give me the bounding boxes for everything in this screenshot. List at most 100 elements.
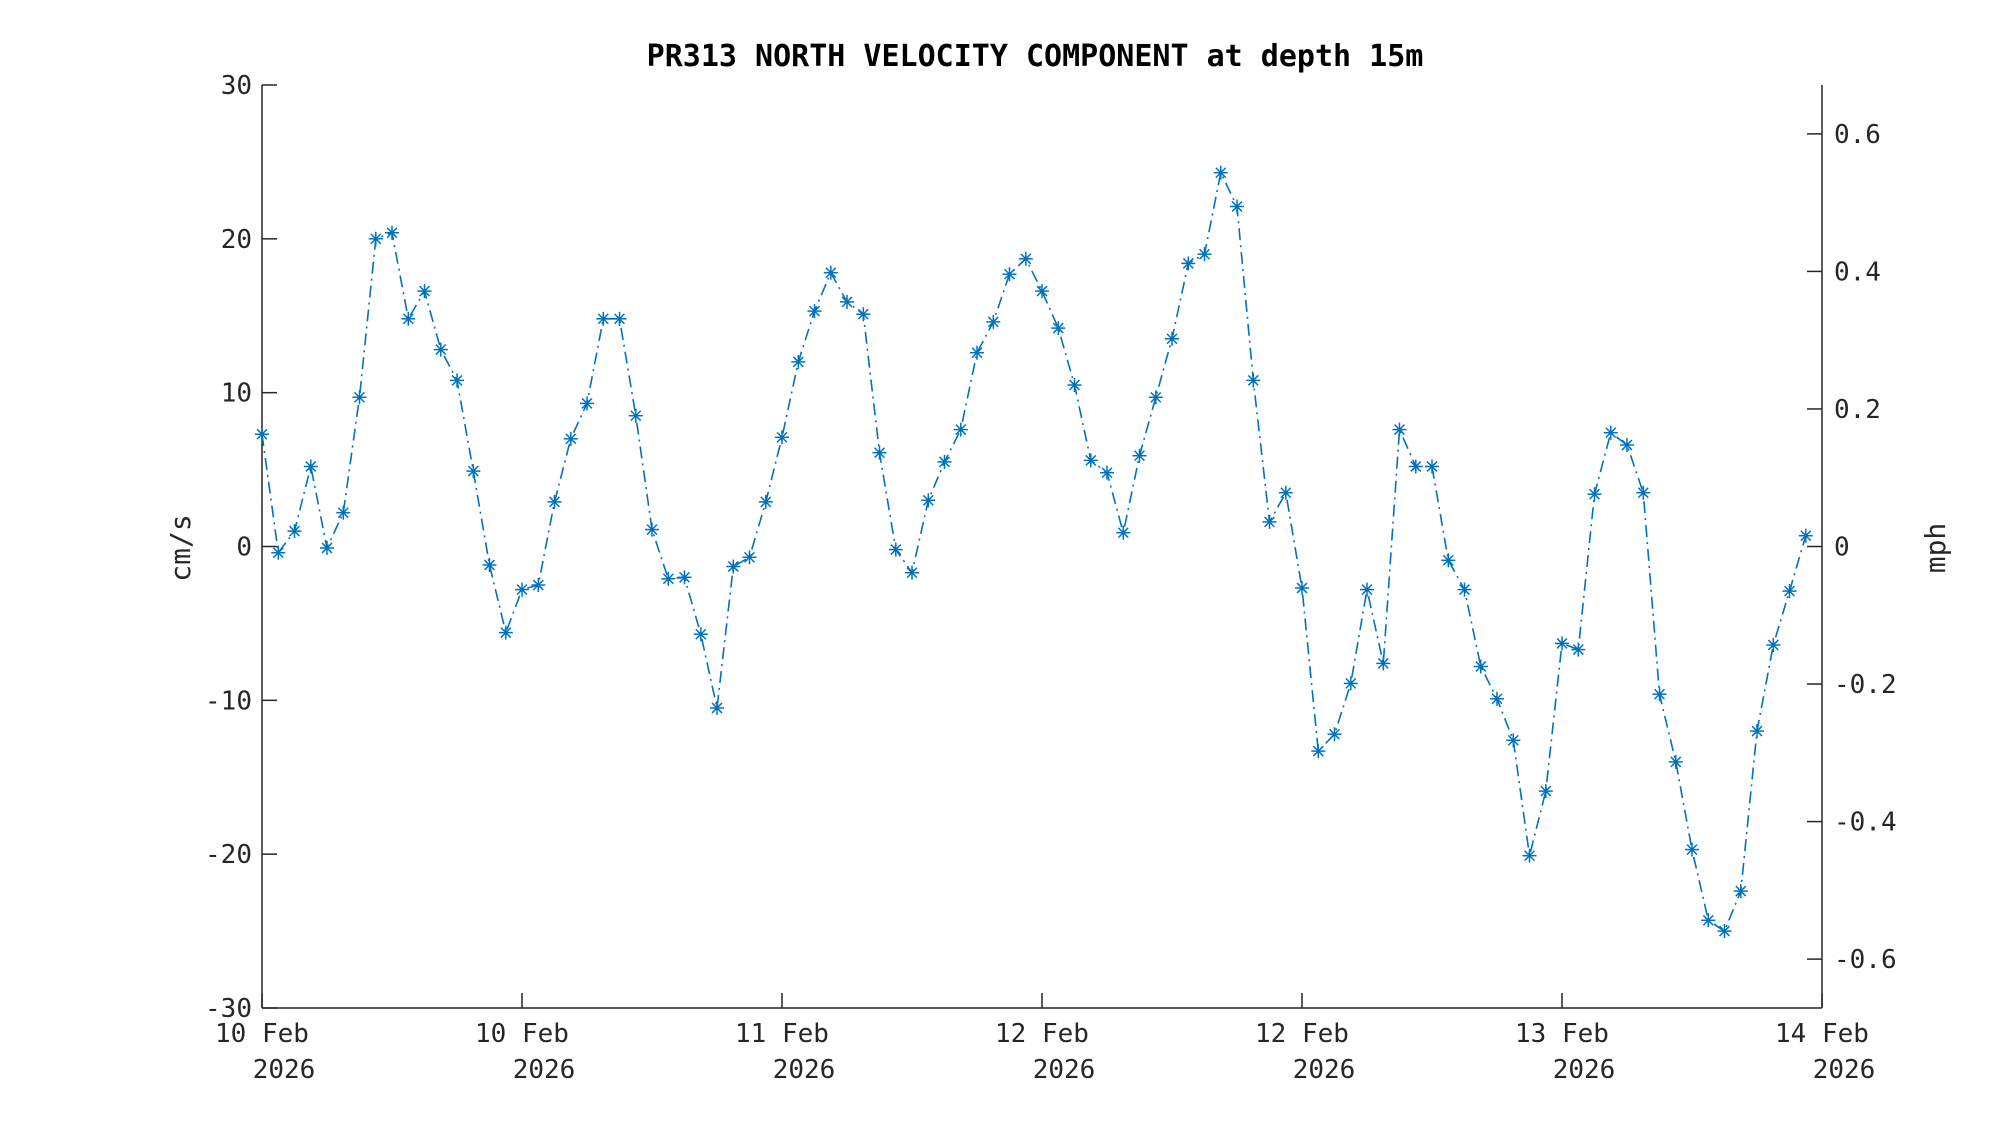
data-point	[1067, 378, 1082, 392]
data-point	[1165, 331, 1179, 346]
data-point	[563, 431, 578, 446]
data-point	[596, 311, 611, 326]
data-point	[1538, 784, 1553, 799]
data-point	[1668, 754, 1683, 769]
x-tick-label-year: 2026	[513, 1055, 576, 1085]
data-point	[986, 314, 1001, 329]
data-point	[1717, 924, 1732, 939]
data-point	[401, 311, 416, 326]
data-point	[1457, 582, 1472, 597]
series-group	[255, 165, 1813, 939]
data-point	[1116, 525, 1131, 540]
data-point	[1132, 448, 1147, 463]
data-point	[450, 373, 464, 388]
data-point	[823, 265, 838, 280]
data-point	[1181, 256, 1196, 271]
x-tick-label-year: 2026	[1293, 1055, 1356, 1085]
data-point	[417, 284, 432, 299]
data-point	[872, 445, 887, 460]
data-point	[1425, 459, 1439, 474]
data-point	[1100, 465, 1114, 480]
data-point	[775, 430, 789, 445]
data-point	[612, 311, 627, 326]
x-axis: 10 Feb 2026 10 Feb 2026 11 Feb 2026 12 Feb 2026…	[215, 993, 1875, 1085]
data-point	[661, 571, 676, 586]
data-point	[1441, 553, 1456, 568]
x-tick-label-date: 12 Feb	[995, 1019, 1089, 1049]
data-point	[547, 494, 562, 509]
data-point	[1246, 373, 1261, 388]
data-point	[1295, 581, 1309, 595]
x-tick-label-date: 12 Feb	[1255, 1019, 1349, 1049]
data-point	[1051, 321, 1066, 336]
x-tick-label-date: 11 Feb	[735, 1019, 829, 1049]
data-point	[888, 542, 903, 557]
data-point	[1473, 659, 1488, 674]
data-point	[1376, 656, 1391, 671]
data-point	[628, 408, 643, 423]
data-point	[1262, 514, 1277, 529]
data-point	[645, 522, 659, 537]
data-point	[758, 494, 773, 509]
y-tick-label: 10	[221, 379, 252, 409]
data-point	[1750, 724, 1764, 739]
data-point	[1408, 459, 1423, 474]
y-tick-label: 30	[221, 71, 252, 101]
data-point	[498, 625, 513, 640]
data-point	[352, 390, 367, 405]
data-point	[1327, 727, 1342, 742]
data-point	[1685, 842, 1699, 857]
data-point	[1035, 284, 1049, 299]
y2-tick-label: -0.4	[1834, 808, 1897, 838]
data-point	[1197, 247, 1212, 262]
data-point	[1636, 485, 1651, 500]
data-point	[840, 294, 854, 309]
data-point	[255, 427, 269, 442]
x-tick-label-year: 2026	[1033, 1055, 1096, 1085]
y2-tick-label: 0	[1834, 533, 1850, 563]
data-point	[1555, 636, 1569, 651]
data-point	[905, 565, 919, 580]
x-tick-label-year: 2026	[1813, 1055, 1876, 1085]
data-point	[433, 342, 448, 357]
plot-axes	[261, 85, 1823, 1009]
data-point	[1002, 267, 1017, 282]
x-tick-label-year: 2026	[1553, 1055, 1616, 1085]
data-point	[580, 396, 594, 411]
data-point	[1652, 687, 1667, 702]
data-point	[807, 304, 822, 319]
data-point	[921, 493, 936, 508]
data-point	[385, 225, 399, 240]
chart-title: PR313 NORTH VELOCITY COMPONENT at depth …	[647, 39, 1424, 74]
data-point	[856, 307, 871, 322]
data-point	[1766, 638, 1781, 652]
x-tick-label-date: 10 Feb	[475, 1019, 569, 1049]
data-point	[1587, 487, 1602, 502]
data-point	[515, 582, 529, 597]
data-point	[1701, 913, 1716, 928]
data-point	[320, 541, 334, 555]
left-y-axis-label: cm/s	[164, 514, 197, 581]
data-point	[1278, 485, 1293, 500]
x-tick-label-year: 2026	[253, 1055, 316, 1085]
data-point	[1392, 422, 1407, 437]
data-point	[1571, 642, 1586, 657]
y2-tick-label: -0.2	[1834, 670, 1897, 700]
data-point	[1213, 165, 1228, 180]
x-tick-label-year: 2026	[773, 1055, 836, 1085]
data-point	[742, 550, 757, 565]
data-point	[1620, 438, 1634, 452]
y-tick-label: 0	[236, 533, 252, 563]
y2-tick-label: 0.2	[1834, 395, 1881, 425]
data-point	[1360, 582, 1374, 597]
data-point	[1782, 584, 1797, 599]
x-tick-label-date: 10 Feb	[215, 1019, 309, 1049]
data-point	[791, 354, 806, 369]
x-tick-label-date: 14 Feb	[1775, 1019, 1869, 1049]
data-point	[1311, 744, 1326, 759]
y-tick-label: -30	[205, 994, 252, 1024]
data-point	[271, 545, 286, 560]
y2-tick-label: 0.6	[1834, 120, 1881, 150]
data-point	[1148, 390, 1163, 405]
